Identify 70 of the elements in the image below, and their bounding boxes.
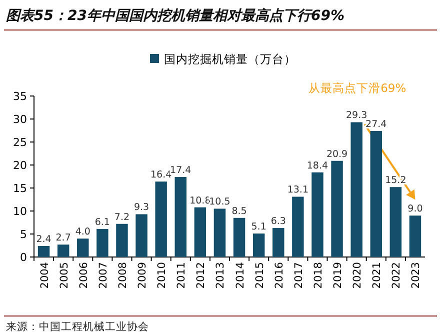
annotation: 从最高点下滑69% xyxy=(308,81,406,95)
bar xyxy=(116,224,128,257)
bar xyxy=(370,130,382,257)
data-label: 13.1 xyxy=(287,184,309,196)
bar xyxy=(292,196,304,257)
x-tick-label: 2009 xyxy=(136,262,149,289)
bar xyxy=(38,246,50,257)
bar xyxy=(350,122,362,257)
data-label: 20.9 xyxy=(326,148,348,160)
y-tick-label: 15 xyxy=(13,182,27,195)
x-tick-label: 2021 xyxy=(371,262,384,289)
y-tick-label: 0 xyxy=(20,251,27,264)
bar xyxy=(174,176,186,257)
bar xyxy=(77,238,89,257)
y-tick-label: 5 xyxy=(20,228,27,241)
x-tick-label: 2014 xyxy=(234,262,246,289)
y-tick-label: 20 xyxy=(13,159,27,172)
bar xyxy=(96,228,108,257)
x-tick-label: 2012 xyxy=(195,262,208,289)
x-tick-label: 2013 xyxy=(214,262,227,289)
y-tick-label: 25 xyxy=(13,136,27,149)
data-label: 8.5 xyxy=(232,206,247,217)
x-tick-label: 2010 xyxy=(156,262,168,289)
x-tick-label: 2005 xyxy=(58,262,70,289)
bar xyxy=(390,187,402,257)
x-tick-label: 2016 xyxy=(273,262,286,289)
x-tick-label: 2015 xyxy=(254,262,266,289)
data-label: 9.0 xyxy=(408,204,423,215)
chart-title: 图表55：23年中国国内挖机销量相对最高点下行69% xyxy=(6,7,344,24)
source-note: 来源：中国工程机械工业协会 xyxy=(6,320,149,333)
data-label: 6.3 xyxy=(270,216,286,228)
bar xyxy=(214,208,226,257)
data-label: 4.0 xyxy=(75,226,90,238)
bar xyxy=(272,228,284,257)
data-label: 2.7 xyxy=(56,232,71,244)
data-label: 16.4 xyxy=(150,170,172,181)
x-tick-label: 2020 xyxy=(352,262,364,289)
x-tick-label: 2023 xyxy=(410,262,422,289)
x-tick-label: 2017 xyxy=(292,262,305,289)
x-tick-label: 2004 xyxy=(38,262,51,289)
data-label: 2.4 xyxy=(36,234,52,245)
x-tick-label: 2011 xyxy=(176,262,188,289)
x-tick-label: 2007 xyxy=(97,262,110,289)
bar xyxy=(233,218,246,257)
x-tick-label: 2008 xyxy=(116,262,129,289)
bar xyxy=(331,160,343,257)
y-tick-label: 30 xyxy=(13,113,27,126)
data-label: 6.1 xyxy=(94,216,110,228)
data-label: 10.5 xyxy=(209,196,230,208)
bar xyxy=(57,244,70,257)
legend-label: 国内挖掘机销量（万台） xyxy=(164,52,296,66)
bar xyxy=(252,234,265,257)
data-label: 9.3 xyxy=(134,202,150,214)
bar xyxy=(312,172,324,257)
bar xyxy=(194,207,206,257)
y-tick-label: 35 xyxy=(13,90,27,103)
bar xyxy=(409,216,422,257)
data-label: 5.1 xyxy=(251,222,266,233)
data-label: 7.2 xyxy=(114,212,130,223)
x-tick-label: 2022 xyxy=(390,262,403,289)
x-tick-label: 2019 xyxy=(332,262,344,289)
data-label: 27.4 xyxy=(366,118,387,130)
bar xyxy=(155,182,167,257)
y-tick-label: 10 xyxy=(13,205,27,218)
data-label: 17.4 xyxy=(170,164,192,176)
x-tick-label: 2006 xyxy=(78,262,90,289)
data-label: 29.3 xyxy=(346,110,368,122)
bar xyxy=(136,214,148,257)
data-label: 18.4 xyxy=(306,160,328,172)
x-tick-label: 2018 xyxy=(312,262,324,289)
